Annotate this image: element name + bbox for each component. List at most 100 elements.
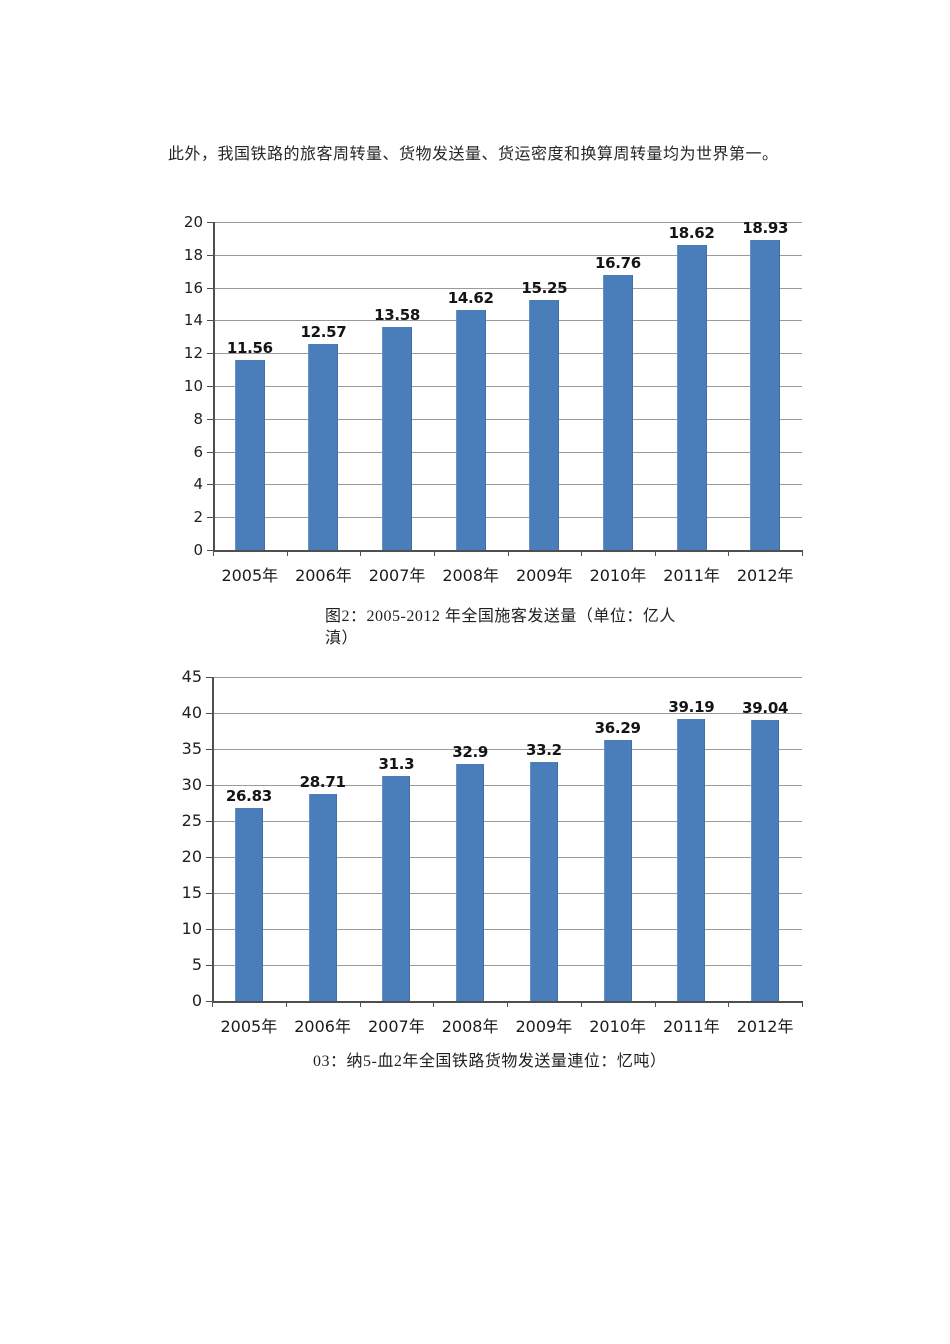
y-tick-label: 45	[181, 667, 202, 686]
y-axis-tick	[207, 550, 213, 551]
caption-line: 图2：2005-2012 年全国施客发送量（单位：亿人	[325, 608, 676, 625]
bar	[603, 739, 632, 1001]
x-axis-tick	[213, 551, 214, 556]
bar-value-label: 12.57	[300, 322, 347, 341]
x-tick-label: 2009年	[515, 1017, 573, 1036]
y-axis-tick	[207, 255, 213, 256]
bar	[382, 775, 411, 1001]
bar-value-label: 14.62	[447, 289, 494, 308]
x-axis-tick	[507, 1002, 508, 1007]
y-tick-label: 30	[181, 775, 202, 794]
x-axis-tick	[433, 1002, 435, 1007]
y-axis-tick	[206, 965, 212, 966]
x-axis-tick	[360, 551, 362, 556]
x-tick-label: 2010年	[589, 1017, 646, 1036]
x-axis-tick	[433, 551, 435, 556]
y-tick-label: 15	[181, 883, 202, 902]
y-axis-tick	[206, 893, 212, 894]
y-axis-line	[213, 222, 215, 552]
bar-value-label: 31.3	[378, 754, 415, 773]
x-tick-label: 2007年	[368, 1017, 425, 1036]
bar-value-label: 28.71	[299, 773, 346, 792]
bar	[382, 327, 413, 550]
y-tick-label: 5	[191, 955, 202, 974]
bar	[308, 343, 339, 550]
gridline	[212, 929, 802, 930]
x-tick-label: 2006年	[295, 566, 352, 585]
bar-value-label: 32.9	[452, 743, 489, 762]
y-tick-label: 14	[183, 311, 203, 329]
gridline	[212, 713, 802, 714]
bar	[677, 718, 706, 1001]
y-tick-label: 2	[193, 508, 203, 526]
freight-chart-caption: 03：纳5-血2年全国铁路货物发送量連位：忆吨）	[313, 1051, 733, 1073]
x-axis-tick	[286, 551, 288, 556]
y-tick-label: 10	[183, 377, 203, 395]
gridline	[213, 288, 802, 289]
x-axis-tick	[212, 1002, 213, 1007]
y-axis-tick	[207, 484, 213, 485]
bar-value-label: 16.76	[594, 254, 641, 273]
x-tick-label: 2010年	[589, 566, 647, 585]
y-tick-label: 25	[181, 811, 202, 830]
gridline	[212, 821, 802, 822]
y-tick-label: 4	[193, 475, 203, 493]
bar-value-label: 26.83	[225, 786, 272, 805]
y-tick-label: 0	[191, 991, 202, 1010]
y-axis-tick	[206, 713, 212, 714]
y-axis-tick	[206, 929, 212, 930]
bar-value-label: 36.29	[594, 718, 641, 737]
bar-value-label: 39.19	[668, 697, 715, 716]
y-tick-label: 10	[181, 919, 202, 938]
y-axis-line	[212, 677, 214, 1003]
x-tick-label: 2011年	[663, 566, 720, 585]
bar	[602, 275, 633, 550]
y-axis-tick	[207, 320, 213, 321]
x-tick-label: 2008年	[441, 1017, 499, 1036]
x-axis-tick	[359, 1002, 361, 1007]
passenger-chart-caption: 图2：2005-2012 年全国施客发送量（单位：亿人 滇）	[325, 606, 725, 650]
bar-value-label: 33.2	[525, 740, 562, 759]
x-axis-line	[213, 550, 803, 552]
gridline	[212, 965, 802, 966]
y-tick-label: 35	[181, 739, 202, 758]
y-tick-label: 20	[181, 847, 202, 866]
x-tick-label: 2006年	[294, 1017, 351, 1036]
gridline	[213, 320, 802, 321]
y-axis-tick	[206, 821, 212, 822]
y-tick-label: 8	[193, 410, 203, 428]
y-axis-tick	[207, 517, 213, 518]
bar-value-label: 18.93	[742, 218, 789, 237]
gridline	[213, 386, 802, 387]
y-axis-tick	[207, 353, 213, 354]
gridline	[212, 857, 802, 858]
y-axis-tick	[206, 749, 212, 750]
x-axis-tick	[581, 551, 583, 556]
gridline	[213, 419, 802, 420]
intro-paragraph: 此外，我国铁路的旅客周转量、货物发送量、货运密度和换算周转量均为世界第一。	[168, 146, 779, 163]
y-axis-tick	[206, 1001, 212, 1002]
x-axis-tick	[580, 1002, 582, 1007]
y-axis-tick	[206, 677, 212, 678]
y-tick-label: 16	[183, 279, 203, 297]
y-axis-tick	[206, 857, 212, 858]
bar	[234, 807, 263, 1001]
y-axis-tick	[207, 452, 213, 453]
bar	[308, 794, 337, 1001]
bar	[529, 299, 560, 550]
x-tick-label: 2012年	[736, 566, 794, 585]
y-tick-label: 20	[183, 213, 203, 231]
bar-value-label: 39.04	[742, 698, 789, 717]
y-axis-tick	[207, 386, 213, 387]
gridline	[212, 677, 802, 678]
y-tick-label: 0	[193, 541, 203, 559]
bar	[455, 310, 486, 550]
bar	[751, 719, 780, 1001]
x-axis-tick	[285, 1002, 287, 1007]
x-axis-tick	[507, 551, 509, 556]
gridline	[213, 353, 802, 354]
gridline	[212, 785, 802, 786]
bar	[750, 239, 781, 550]
x-axis-line	[212, 1001, 803, 1003]
x-tick-label: 2008年	[442, 566, 500, 585]
